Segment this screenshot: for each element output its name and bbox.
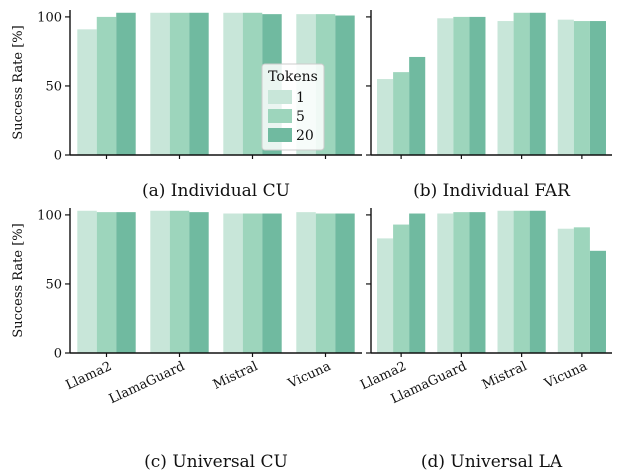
bar-vicuna-tokens-20: [589, 21, 606, 155]
legend: Tokens 1 5 20: [261, 63, 325, 151]
bar-mistral-tokens-20: [529, 12, 546, 156]
bar-llamaguard-tokens-5: [169, 210, 190, 353]
y-tick-label: 50: [45, 79, 62, 94]
legend-swatch-1: [268, 90, 292, 104]
bar-llamaguard-tokens-20: [469, 212, 486, 353]
x-category-label-vicuna: Vicuna: [285, 359, 333, 392]
bar-vicuna-tokens-1: [557, 19, 574, 156]
bar-mistral-tokens-5: [242, 12, 263, 156]
bar-llamaguard-tokens-5: [453, 212, 470, 353]
x-category-label-vicuna: Vicuna: [541, 359, 589, 392]
x-category-label-mistral: Mistral: [480, 359, 529, 393]
legend-title: Tokens: [268, 69, 318, 85]
y-tick-label: 100: [37, 10, 62, 25]
panel-caption: (d) Universal LA: [421, 452, 563, 472]
bar-llamaguard-tokens-1: [437, 213, 454, 353]
bar-llamaguard-tokens-1: [437, 18, 454, 155]
y-axis-label: Success Rate [%]: [11, 223, 26, 337]
y-tick-label: 0: [54, 347, 62, 362]
bar-llama2-tokens-5: [393, 224, 410, 353]
y-axis-label: Success Rate [%]: [11, 25, 26, 139]
chart-panel-0: 0 50 100 Success Rate [%] (a) Individual CU T…: [11, 10, 362, 201]
bar-llama2-tokens-20: [409, 56, 426, 156]
x-category-label-llamaguard: LlamaGuard: [107, 359, 187, 407]
y-tick-label: 100: [37, 208, 62, 223]
bar-vicuna-tokens-5: [573, 21, 590, 155]
bar-vicuna-tokens-1: [557, 228, 574, 353]
bar-llamaguard-tokens-20: [189, 212, 209, 353]
bar-llamaguard-tokens-20: [469, 16, 486, 156]
bar-mistral-tokens-20: [262, 213, 282, 353]
bar-llama2-tokens-1: [77, 29, 97, 155]
bar-mistral-tokens-20: [529, 210, 546, 353]
bar-mistral-tokens-5: [513, 12, 530, 156]
x-category-label-llama2: Llama2: [64, 359, 115, 393]
bar-vicuna-tokens-5: [573, 227, 590, 353]
bar-llama2-tokens-1: [77, 210, 97, 353]
chart-panel-1: (b) Individual FAR: [366, 10, 612, 201]
bar-mistral-tokens-1: [223, 12, 243, 156]
bar-llama2-tokens-5: [96, 212, 117, 353]
bar-mistral-tokens-5: [513, 210, 530, 353]
bar-mistral-tokens-5: [242, 213, 263, 353]
bar-llama2-tokens-5: [393, 72, 410, 155]
bar-llamaguard-tokens-5: [453, 16, 470, 156]
panel-caption: (b) Individual FAR: [413, 181, 571, 201]
bar-vicuna-tokens-5: [315, 213, 336, 353]
bar-llamaguard-tokens-1: [150, 210, 170, 353]
bar-llama2-tokens-5: [96, 16, 117, 156]
legend-label-1: 1: [296, 90, 305, 106]
legend-swatch-5: [268, 109, 292, 123]
bar-vicuna-tokens-20: [335, 15, 355, 155]
panel-caption: (a) Individual CU: [142, 181, 290, 201]
bar-vicuna-tokens-20: [589, 250, 606, 353]
bar-llama2-tokens-20: [409, 213, 426, 353]
legend-swatch-20: [268, 128, 292, 142]
legend-label-5: 5: [296, 109, 305, 125]
bar-llama2-tokens-1: [377, 238, 394, 353]
bar-llama2-tokens-20: [116, 12, 136, 156]
bar-vicuna-tokens-1: [296, 212, 316, 353]
bar-mistral-tokens-1: [223, 213, 243, 353]
bar-llama2-tokens-20: [116, 212, 136, 353]
panel-caption: (c) Universal CU: [144, 452, 288, 472]
y-tick-label: 50: [45, 277, 62, 292]
bar-llama2-tokens-1: [377, 79, 394, 155]
y-tick-label: 0: [54, 149, 62, 164]
bar-vicuna-tokens-20: [335, 213, 355, 353]
bar-llamaguard-tokens-5: [169, 12, 190, 156]
legend-label-20: 20: [296, 128, 314, 144]
bar-mistral-tokens-1: [497, 21, 514, 155]
bar-mistral-tokens-1: [497, 210, 514, 353]
bar-llamaguard-tokens-1: [150, 12, 170, 156]
x-category-label-mistral: Mistral: [211, 359, 260, 393]
bar-llamaguard-tokens-20: [189, 12, 209, 156]
